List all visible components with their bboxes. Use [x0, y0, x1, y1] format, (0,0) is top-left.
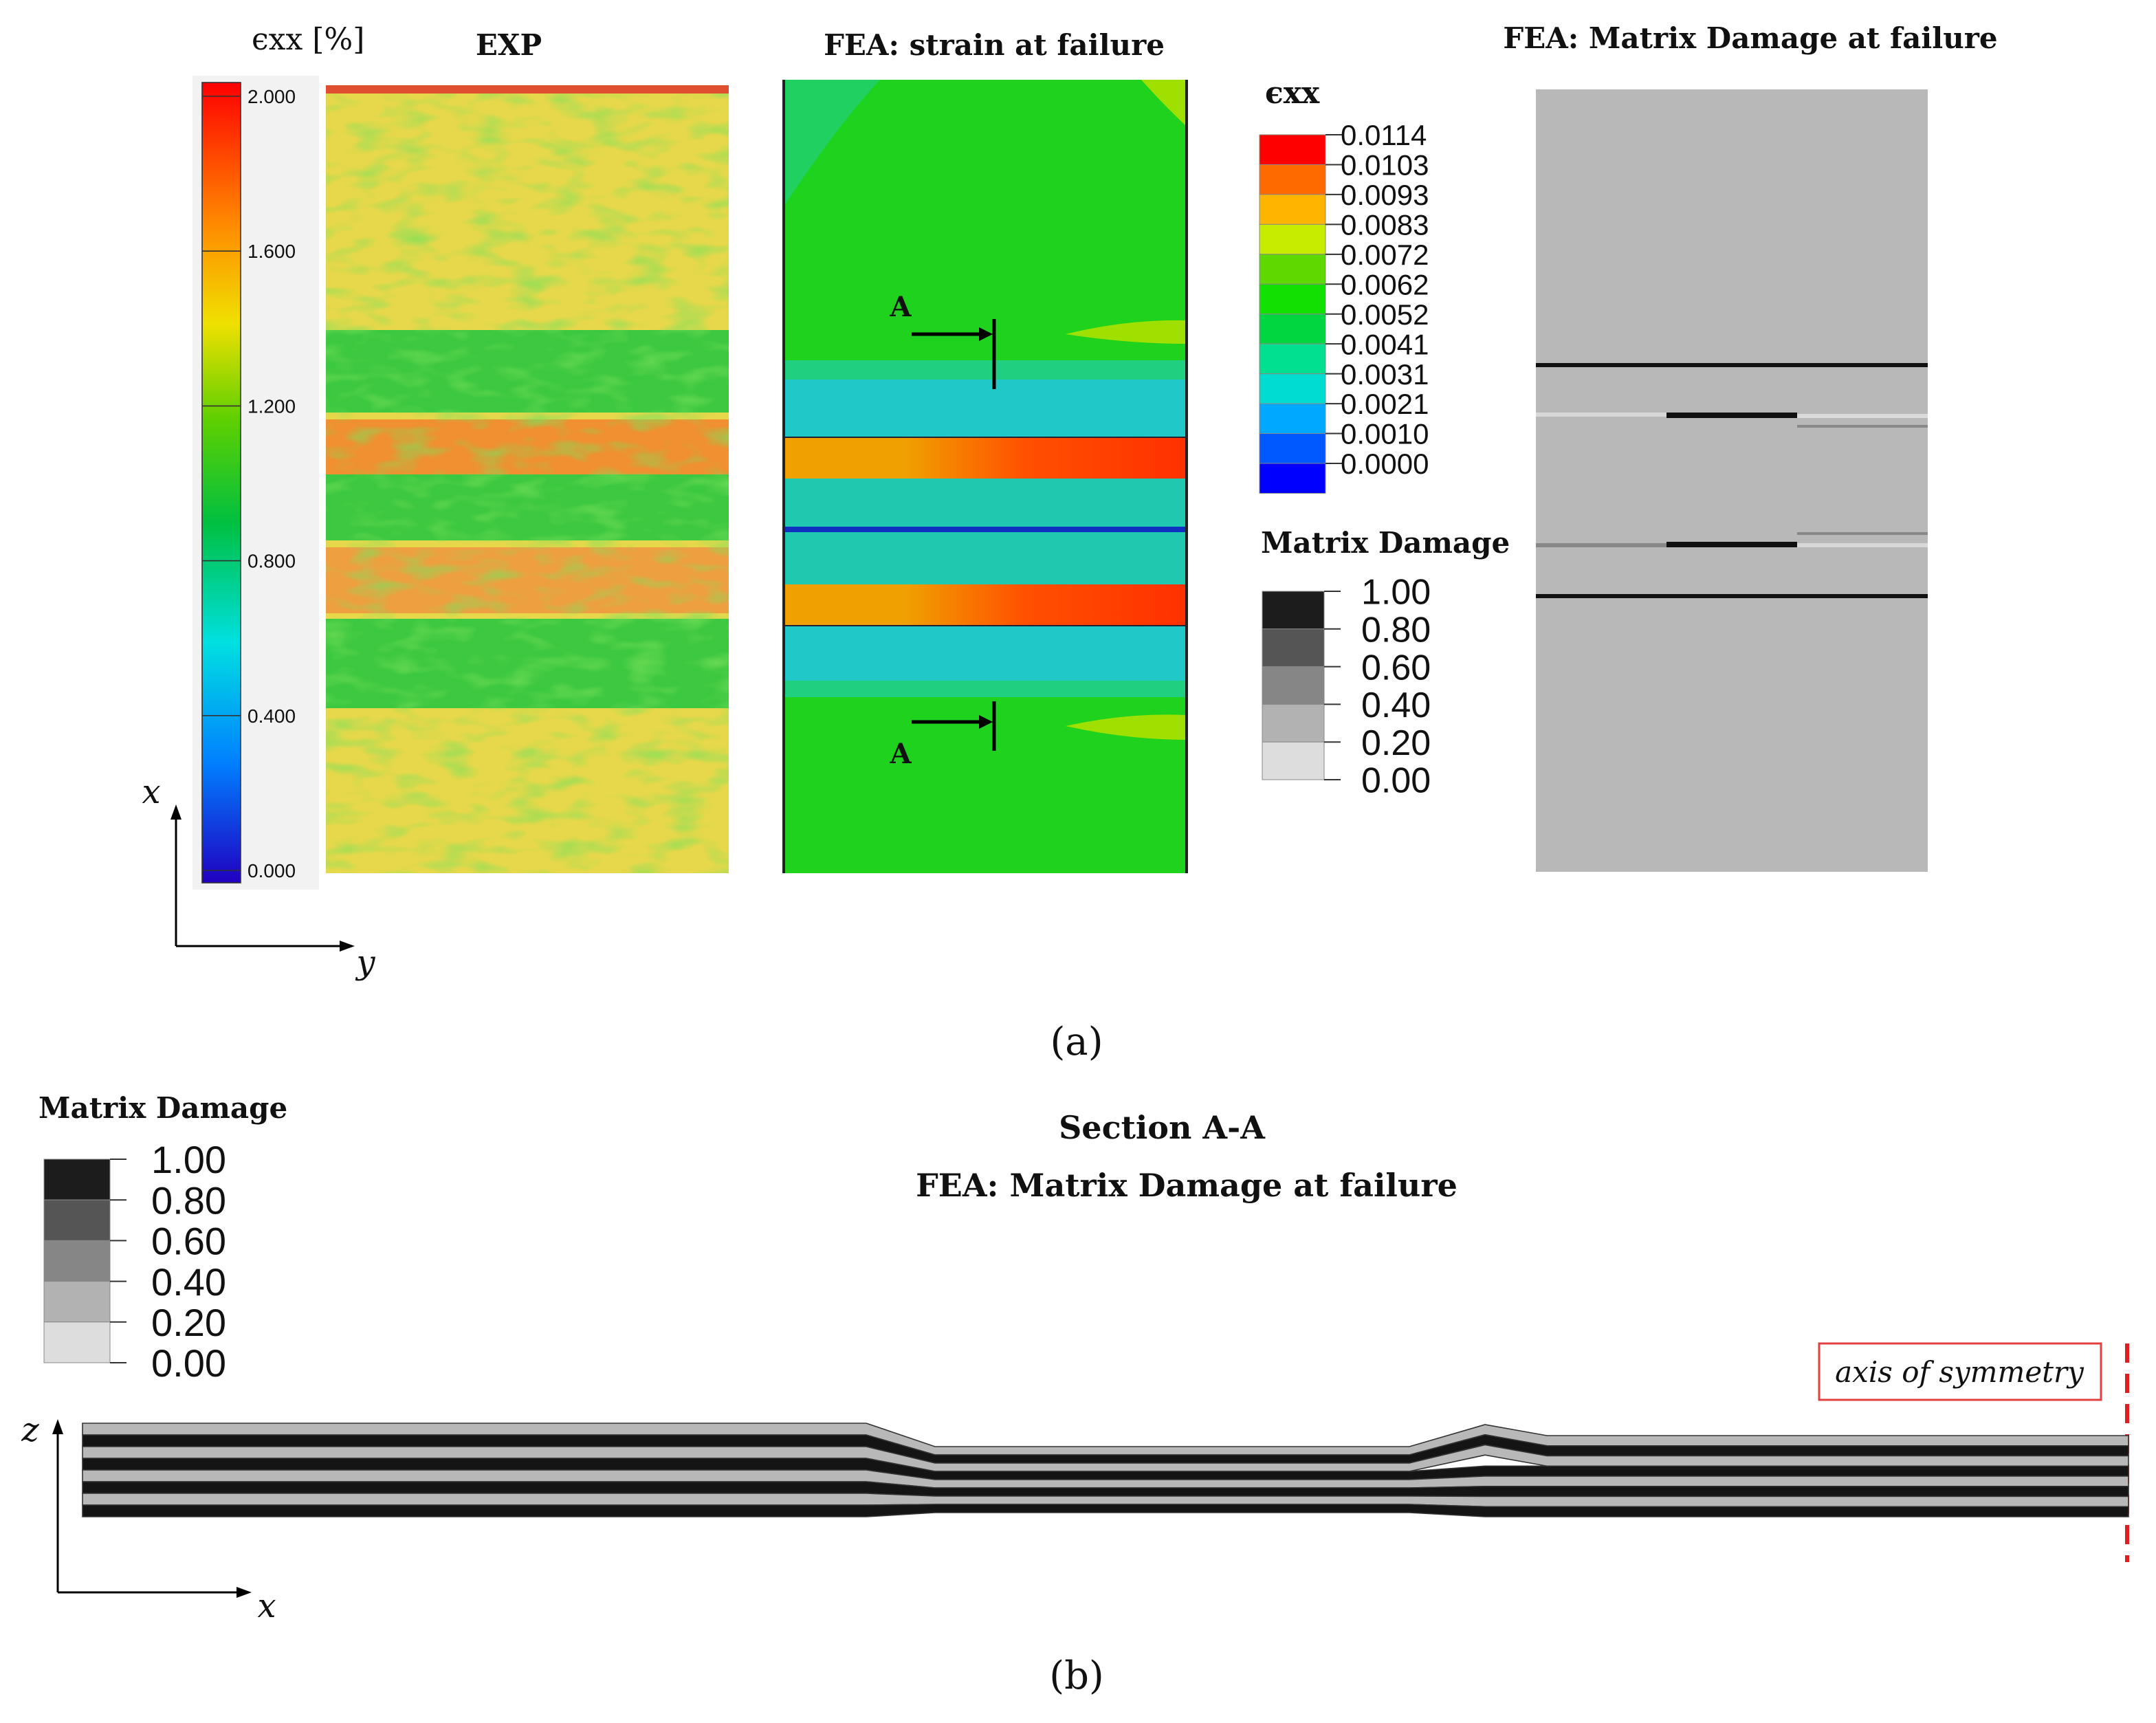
- colorbar-tick-label: 0.400: [248, 705, 296, 727]
- colorbar-tick-label: 0.800: [248, 551, 296, 572]
- laminate: [82, 1423, 2129, 1517]
- fea-strain-map: [782, 80, 1188, 873]
- legend-swatch: [1259, 463, 1326, 494]
- legend-label: 0.0103: [1341, 149, 1429, 182]
- caption: (a): [1050, 1020, 1103, 1064]
- caption: (b): [1049, 1654, 1104, 1698]
- legend-swatch: [1259, 433, 1326, 464]
- legend-swatch: [1262, 703, 1325, 743]
- legend-title: Matrix Damage: [1261, 526, 1510, 560]
- legend-swatch: [1259, 254, 1326, 285]
- ply: [82, 1504, 2129, 1517]
- legend-swatch: [1262, 591, 1325, 630]
- exp-map: [326, 85, 729, 873]
- legend-label: 0.00: [151, 1341, 226, 1385]
- legend-label: 0.0041: [1341, 328, 1429, 360]
- legend-swatch: [1259, 403, 1326, 435]
- section-label: A: [889, 738, 912, 770]
- fea-damage-title: FEA: Matrix Damage at failure: [1503, 21, 1997, 55]
- symmetry-box: [1818, 1342, 2102, 1401]
- legend-swatch: [1259, 343, 1326, 375]
- legend-label: 0.0114: [1341, 119, 1427, 151]
- legend-label: 1.00: [1361, 573, 1431, 613]
- legend-title: ϵxx: [1265, 76, 1320, 111]
- colorbar-tick-label: 0.000: [248, 860, 296, 881]
- axes-a: [170, 804, 355, 952]
- legend-label: 0.0021: [1341, 388, 1429, 420]
- fea-damage-map: [1536, 89, 1928, 872]
- axis-label: z: [21, 1411, 39, 1449]
- legend-label: 0.0000: [1341, 448, 1429, 480]
- legend-label: 1.00: [151, 1138, 226, 1181]
- legend-label: 0.0072: [1341, 239, 1429, 271]
- legend-swatch: [1259, 194, 1326, 225]
- legend-label: 0.20: [151, 1301, 226, 1344]
- legend-swatch: [1259, 314, 1326, 344]
- section-markers: [912, 319, 996, 751]
- legend-swatch: [1259, 164, 1326, 195]
- legend-swatch: [43, 1240, 111, 1282]
- legend-label: 0.60: [1361, 648, 1431, 688]
- legend-swatch: [1262, 741, 1325, 780]
- legend-swatch: [1259, 283, 1326, 315]
- legend-swatch: [43, 1281, 111, 1323]
- legend-label: 0.40: [151, 1260, 226, 1304]
- legend-label: 0.80: [1361, 611, 1431, 650]
- legend-label: 0.0083: [1341, 208, 1429, 241]
- colorbar: [201, 82, 241, 884]
- colorbar-tick-label: 1.600: [248, 241, 296, 262]
- fea-strain-title: FEA: strain at failure: [824, 28, 1165, 62]
- colorbar-label: ϵxx [%]: [252, 22, 364, 57]
- legend-label: 0.0031: [1341, 358, 1429, 391]
- axis-label: x: [257, 1587, 276, 1625]
- legend-title: Matrix Damage: [38, 1091, 287, 1125]
- axes-b: [52, 1419, 252, 1598]
- legend-label: 0.0010: [1341, 418, 1429, 450]
- legend-swatch: [43, 1159, 111, 1200]
- section-title: Section A-A: [1059, 1109, 1266, 1146]
- legend-swatch: [1259, 373, 1326, 404]
- exp-title: EXP: [476, 28, 542, 62]
- legend-swatch: [1259, 223, 1326, 255]
- legend-swatch: [1259, 134, 1326, 165]
- legend-label: 0.00: [1361, 761, 1431, 801]
- axis-label: y: [355, 943, 375, 982]
- colorbar-tick-label: 1.200: [248, 395, 296, 417]
- legend-label: 0.80: [151, 1178, 226, 1222]
- legend-swatch: [1262, 666, 1325, 705]
- colorbar-tick-label: 2.000: [248, 86, 296, 107]
- legend-label: 0.40: [1361, 685, 1431, 725]
- axis-label: x: [142, 773, 160, 811]
- legend-label: 0.0052: [1341, 298, 1429, 331]
- legend-swatch: [43, 1321, 111, 1363]
- section-subtitle: FEA: Matrix Damage at failure: [916, 1167, 1458, 1204]
- symmetry-label: axis of symmetry: [1835, 1355, 2084, 1389]
- legend-label: 0.0062: [1341, 268, 1429, 300]
- legend-swatch: [1262, 628, 1325, 668]
- legend-swatch: [43, 1199, 111, 1241]
- legend-label: 0.0093: [1341, 179, 1429, 211]
- section-label: A: [889, 291, 912, 323]
- legend-label: 0.20: [1361, 723, 1431, 763]
- legend-label: 0.60: [151, 1220, 226, 1263]
